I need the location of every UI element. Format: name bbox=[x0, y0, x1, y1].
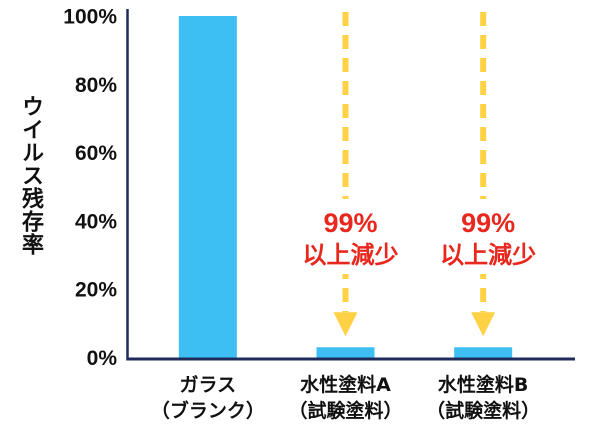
x-category-label-line: ガラス bbox=[180, 374, 237, 396]
x-category-labels: ガラス （ブランク） 水性塗料A （試験塗料） 水性塗料B （試験塗料） bbox=[151, 373, 540, 422]
x-category-label-line: 水性塗料B bbox=[438, 373, 528, 396]
bar-1 bbox=[316, 347, 375, 359]
x-category-label-line: （試験塗料） bbox=[288, 399, 402, 422]
annotation-text: 99% bbox=[461, 208, 515, 238]
bar-0 bbox=[178, 16, 237, 359]
y-tick-label: 60% bbox=[75, 142, 117, 165]
bar-2 bbox=[454, 347, 513, 359]
y-tick-labels: 0% 20% 40% 60% 80% 100% bbox=[63, 6, 117, 371]
arrow-label-backdrop bbox=[337, 199, 354, 274]
x-category-label: 水性塗料B （試験塗料） bbox=[426, 373, 540, 422]
annotation-text: 99% bbox=[323, 208, 377, 238]
y-tick-label: 20% bbox=[75, 279, 117, 302]
x-category-label: 水性塗料A （試験塗料） bbox=[288, 373, 402, 422]
x-category-label-line: （ブランク） bbox=[151, 399, 265, 422]
bars bbox=[178, 16, 513, 359]
y-axis-title: ウイルス残存率 bbox=[18, 95, 43, 256]
annotations: 99% 以上減少 99% 以上減少 bbox=[303, 12, 536, 337]
arrow-label-backdrop bbox=[475, 199, 492, 274]
annotation: 99% 以上減少 bbox=[440, 12, 536, 337]
y-tick-label: 80% bbox=[75, 74, 117, 97]
x-category-label-line: 水性塗料A bbox=[300, 373, 391, 396]
arrow-head bbox=[471, 312, 496, 337]
annotation-text: 以上減少 bbox=[303, 241, 399, 269]
arrow-head bbox=[333, 312, 358, 337]
annotation: 99% 以上減少 bbox=[303, 12, 399, 337]
y-tick-label: 40% bbox=[75, 210, 117, 233]
y-tick-label: 100% bbox=[63, 6, 117, 29]
y-tick-label: 0% bbox=[87, 347, 118, 370]
x-category-label: ガラス （ブランク） bbox=[151, 374, 265, 422]
x-category-label-line: （試験塗料） bbox=[426, 399, 540, 422]
annotation-text: 以上減少 bbox=[440, 241, 536, 269]
